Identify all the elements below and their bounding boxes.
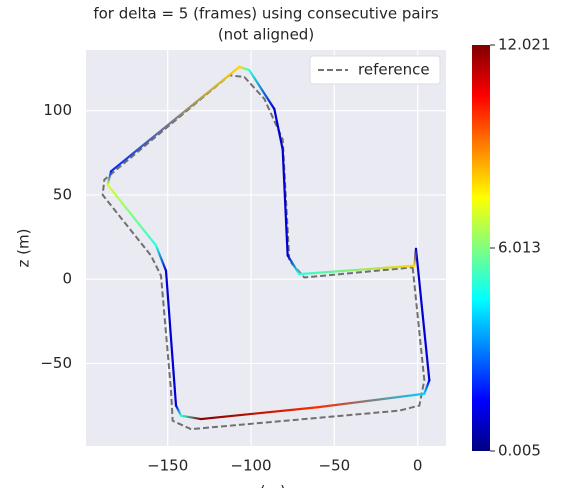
- colorbar-tick-label: 0.005: [498, 442, 541, 460]
- colorbar-tick-label: 12.021: [498, 36, 551, 54]
- x-tick-label: −50: [319, 457, 351, 475]
- y-tick-label: 50: [53, 185, 72, 203]
- trajectory-segment: [106, 170, 113, 186]
- x-tick-label: −100: [230, 457, 271, 475]
- trajectory-segment: [423, 379, 431, 395]
- chart-title: for delta = 5 (frames) using consecutive…: [93, 5, 439, 23]
- trajectory-segment: [154, 244, 168, 272]
- colorbar: [472, 45, 490, 451]
- trajectory-segment: [238, 65, 251, 72]
- trajectory-segment: [106, 183, 158, 247]
- trajectory-segment: [286, 254, 301, 276]
- y-tick-label: 100: [43, 101, 72, 119]
- trajectory-segment: [281, 148, 289, 257]
- y-axis-label: z (m): [15, 229, 33, 268]
- trajectory-segment: [413, 247, 418, 267]
- trajectory-segment: [199, 406, 319, 421]
- x-axis-label: x (m): [246, 483, 286, 488]
- trajectory-segment: [414, 247, 431, 382]
- x-tick-label: −150: [147, 457, 188, 475]
- trajectory-segment: [316, 392, 426, 409]
- y-tick-label: 0: [62, 270, 72, 288]
- trajectory-segment: [174, 404, 183, 417]
- x-tick-label: 0: [413, 457, 423, 475]
- y-tick-label: −50: [40, 354, 72, 372]
- legend-label: reference: [358, 61, 430, 79]
- chart-subtitle: (not aligned): [218, 26, 314, 44]
- colorbar-tick-label: 6.013: [498, 239, 541, 257]
- plot-area: [86, 50, 446, 446]
- trajectory-segment: [164, 269, 178, 407]
- trajectory-segment: [273, 107, 284, 151]
- legend-box: [309, 55, 441, 85]
- trajectory-segment: [179, 414, 203, 421]
- trajectory-segment: [109, 65, 241, 173]
- trajectory-segment: [298, 264, 416, 276]
- trajectory-segment: [248, 69, 276, 111]
